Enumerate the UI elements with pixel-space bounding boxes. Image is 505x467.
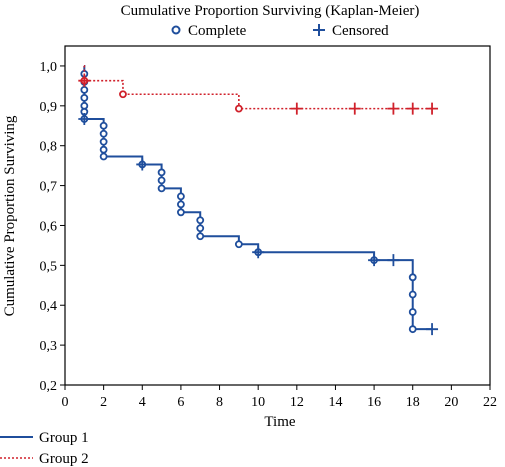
y-tick-label: 0,8 [40,140,58,155]
complete-marker [408,290,417,299]
x-tick-label: 12 [290,395,304,410]
complete-marker [234,240,243,249]
y-tick-label: 0,4 [40,299,58,314]
complete-marker [408,273,417,282]
censored-marker [368,254,381,267]
complete-marker [196,224,205,233]
censored-marker [406,102,419,115]
x-tick-label: 10 [251,395,265,410]
y-tick-label: 0,3 [40,339,58,354]
complete-marker [157,184,166,193]
series-legend: Group 1 Group 2 [0,430,89,467]
y-tick-label: 0,5 [40,259,58,274]
censored-marker [252,246,265,259]
y-axis: 0,2 0,3 0,4 0,5 0,6 0,7 0,8 0,9 1,0 [40,60,65,394]
complete-marker [408,325,417,334]
complete-marker [177,192,185,201]
complete-marker [80,85,89,94]
complete-marker [177,208,185,217]
censored-legend-label: Censored [332,23,389,39]
complete-marker [157,176,166,185]
complete-marker [408,308,417,316]
complete-marker [177,200,185,209]
complete-legend-label: Complete [188,23,247,39]
y-tick-label: 0,9 [40,100,58,115]
x-tick-label: 6 [177,395,184,410]
y-tick-label: 1,0 [40,60,58,75]
chart-title: Cumulative Proportion Surviving (Kaplan-… [121,3,420,19]
x-tick-label: 0 [62,395,69,410]
x-tick-label: 8 [216,395,223,410]
censored-marker [136,158,149,171]
y-tick-label: 0,6 [40,219,58,234]
y-axis-label: Cumulative Proportion Surviving [2,115,18,316]
censored-legend-marker [313,24,325,36]
x-tick-label: 18 [406,395,420,410]
y-tick-label: 0,7 [40,180,58,195]
complete-marker [99,121,108,130]
complete-marker [99,129,108,138]
complete-legend-marker [171,25,181,35]
x-tick-label: 16 [367,395,381,410]
complete-marker [119,90,127,99]
x-axis: 0 2 4 6 8 10 12 14 16 18 20 22 [62,385,497,410]
complete-marker [99,145,108,154]
censored-marker [290,102,303,115]
series-1-step-line [83,64,433,331]
x-tick-label: 20 [444,395,458,410]
series-1 [78,64,439,336]
group-1-legend-label: Group 1 [39,430,89,446]
censored-marker [426,102,439,115]
complete-marker [196,232,205,241]
series-2 [78,65,439,115]
complete-marker [196,216,205,225]
censored-marker [78,74,91,87]
series-layer [78,64,439,336]
complete-marker [99,152,108,161]
censored-marker [387,254,400,267]
group-2-legend-label: Group 2 [39,451,89,467]
censored-marker [348,102,361,115]
complete-marker [80,93,89,102]
marker-legend: Complete Censored [171,23,389,39]
censored-marker [426,323,439,336]
complete-marker [157,168,166,177]
x-axis-label: Time [264,414,295,430]
censored-marker [78,112,91,125]
x-tick-label: 14 [328,395,342,410]
y-tick-label: 0,2 [40,379,58,394]
series-2-step-line [83,65,433,110]
complete-marker [234,104,243,113]
x-tick-label: 4 [139,395,146,410]
plot-frame [64,45,491,386]
x-tick-label: 22 [483,395,497,410]
x-tick-label: 2 [100,395,107,410]
complete-marker [99,137,108,146]
censored-marker [387,102,400,115]
